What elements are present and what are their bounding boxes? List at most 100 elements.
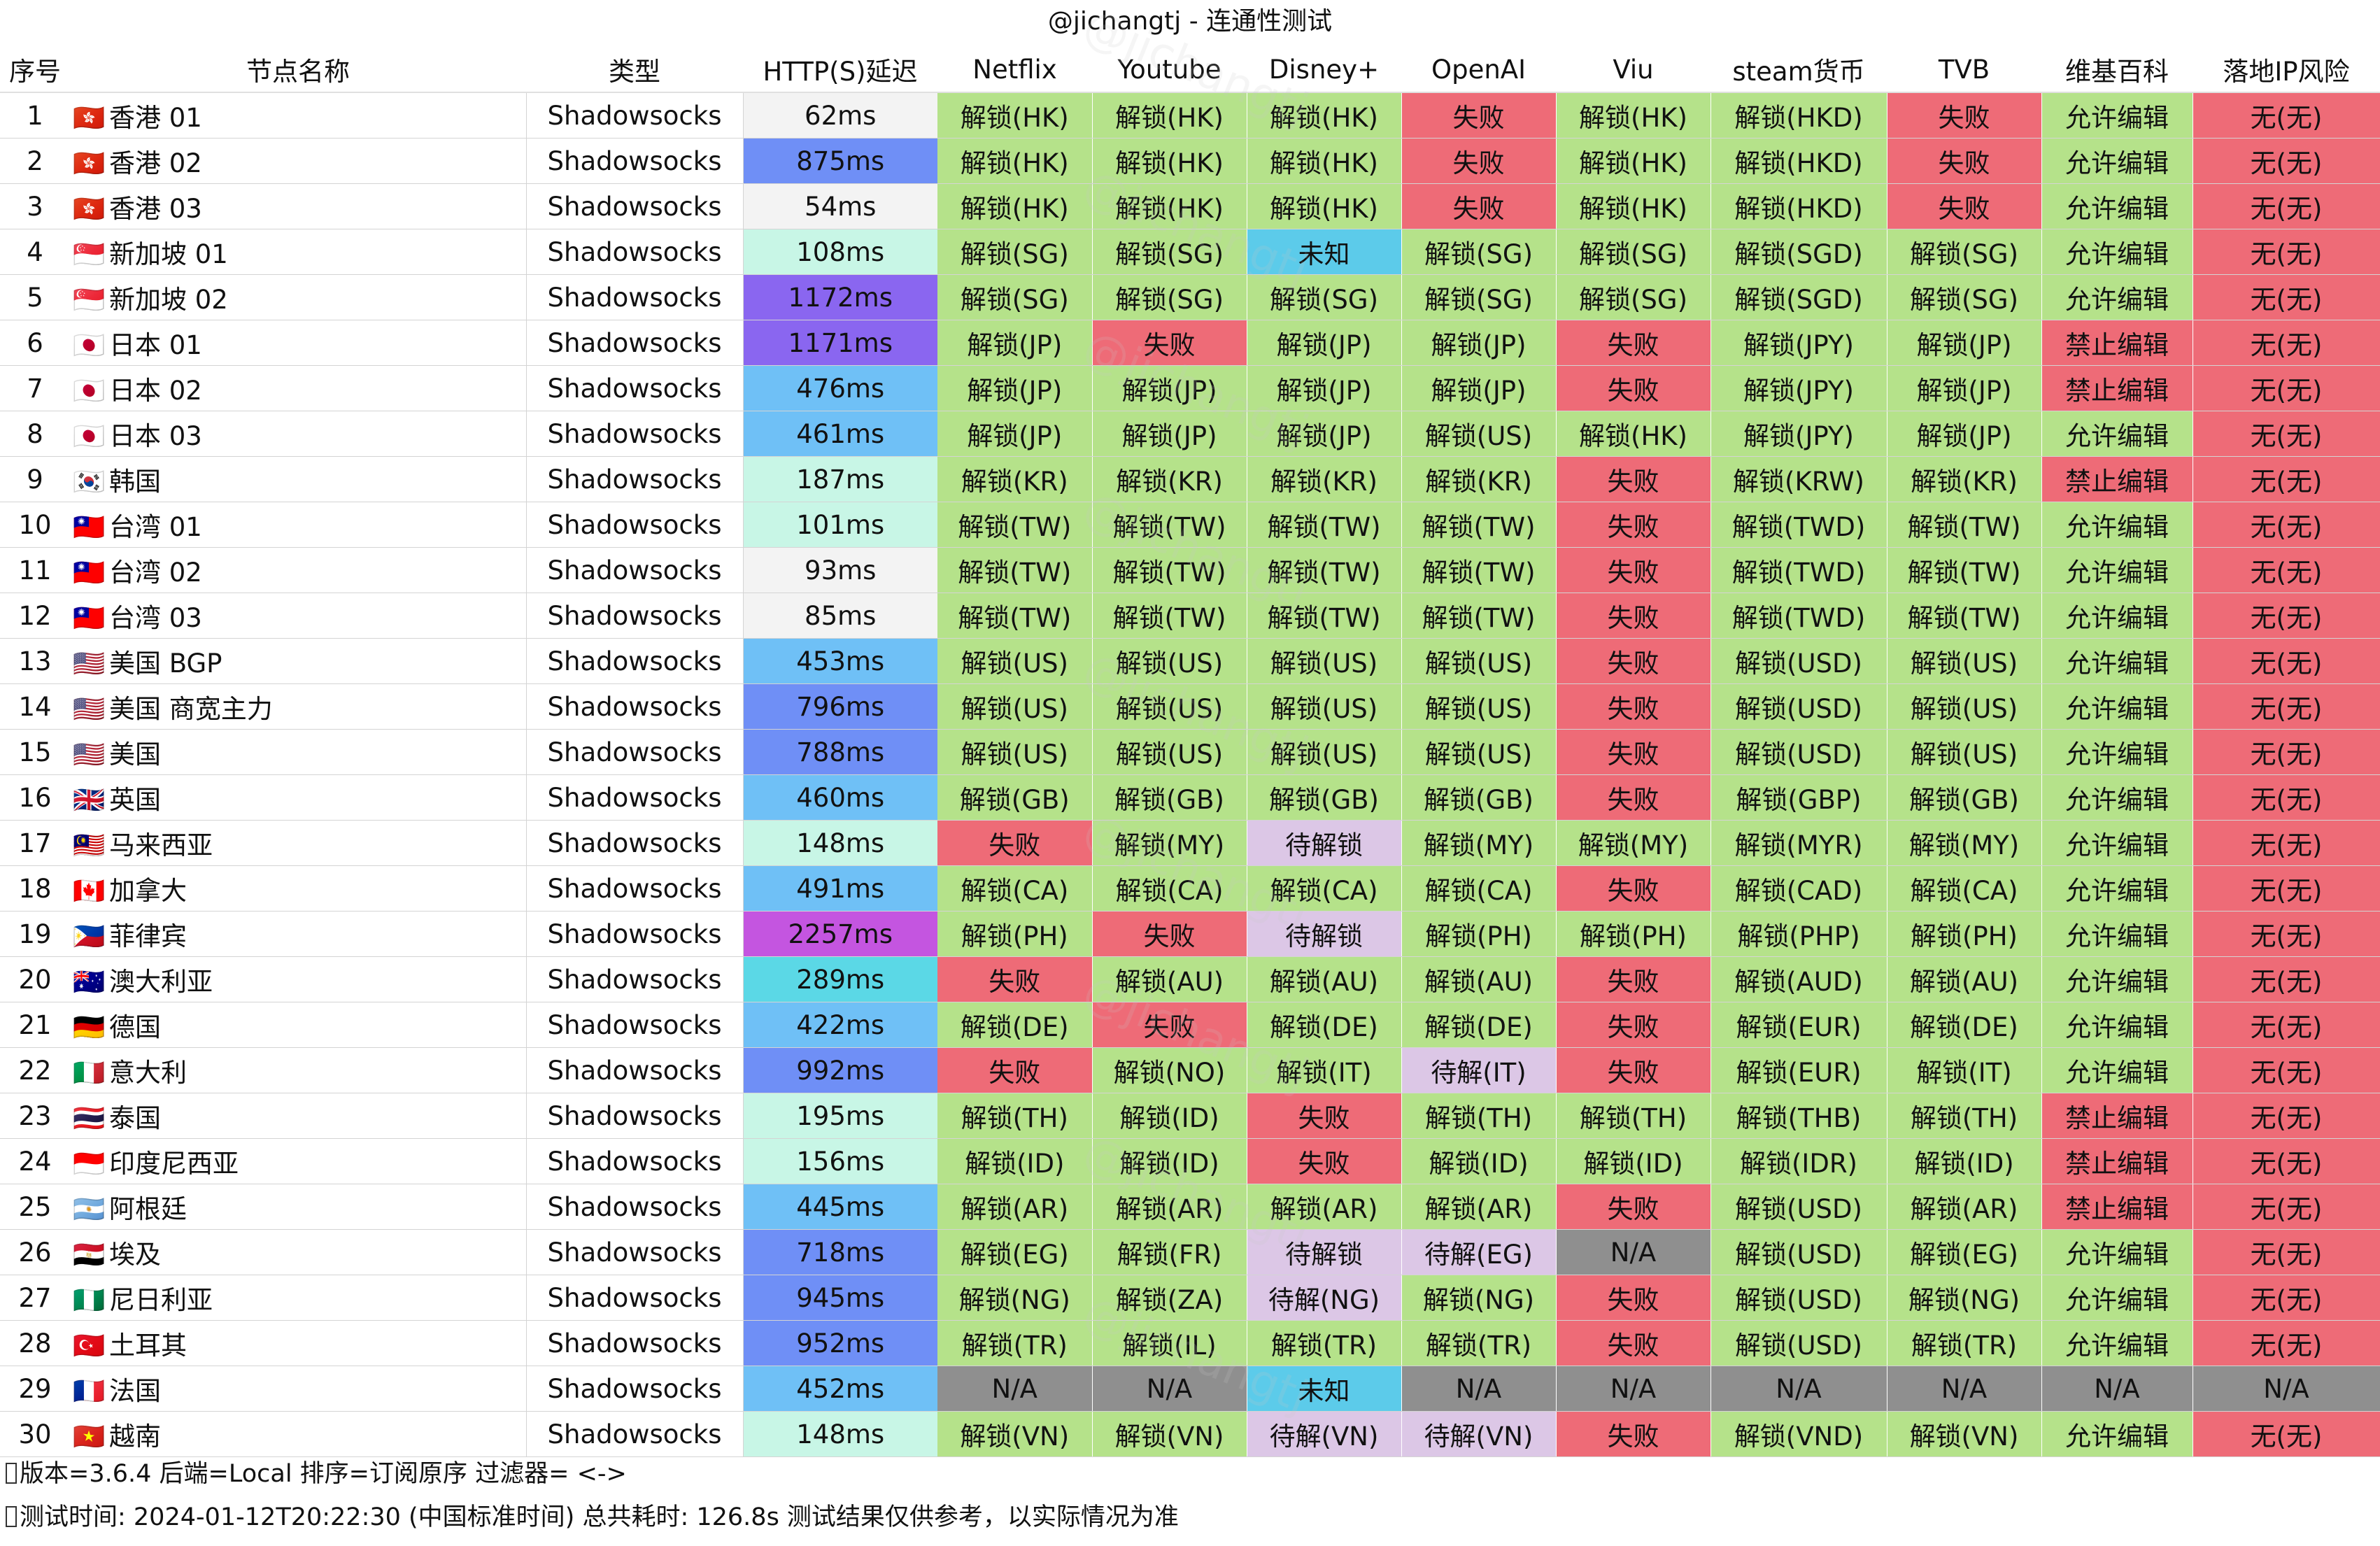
header-openai[interactable]: OpenAI [1401,47,1556,93]
row-seq: 16 [0,774,70,821]
header-steam-currency[interactable]: steam货币 [1710,47,1887,93]
row-node-name: 🇺🇸 美国 商宽主力 [70,683,527,730]
cell-netflix: 解锁(CA) [937,865,1093,912]
node-name-text: 日本 03 [109,421,202,451]
cell-viu: 失败 [1556,320,1711,366]
cell-tvb: 失败 [1887,183,2042,229]
cell-youtube: 解锁(JP) [1092,411,1247,457]
row-type: Shadowsocks [526,683,744,730]
table-row[interactable]: 3 🇭🇰 香港 03 Shadowsocks 54ms 解锁(HK) 解锁(HK) 解锁(HK… [0,183,2380,229]
cell-ip-risk: 无(无) [2193,1275,2380,1321]
cell-disney: 解锁(JP) [1247,411,1402,457]
table-row[interactable]: 29 🇫🇷 法国 Shadowsocks 452ms N/A N/A 未知 N/A N/A N/A N… [0,1366,2380,1412]
row-latency: 1171ms [743,320,937,366]
cell-disney: 待解锁 [1247,1229,1402,1275]
cell-steam-currency: N/A [1710,1366,1887,1412]
cell-tvb: 失败 [1887,138,2042,184]
header-latency[interactable]: HTTP(S)延迟 [743,47,937,93]
cell-netflix: 解锁(TW) [937,502,1093,548]
row-seq: 18 [0,865,70,912]
table-row[interactable]: 30 🇻🇳 越南 Shadowsocks 148ms 解锁(VN) 解锁(VN) 待解(VN)… [0,1411,2380,1457]
row-latency: 491ms [743,865,937,912]
row-node-name: 🇹🇼 台湾 03 [70,593,527,639]
cell-openai: 待解(IT) [1401,1047,1557,1093]
cell-viu: 解锁(MY) [1556,820,1711,866]
table-row[interactable]: 7 🇯🇵 日本 02 Shadowsocks 476ms 解锁(JP) 解锁(JP) 解锁(J… [0,365,2380,411]
cell-youtube: 解锁(AR) [1092,1184,1247,1230]
cell-tvb: 解锁(US) [1887,729,2042,775]
placeholder-glyph-icon [6,1463,17,1484]
cell-youtube: 解锁(NO) [1092,1047,1247,1093]
row-node-name: 🇸🇬 新加坡 01 [70,229,527,275]
cell-wikipedia: 允许编辑 [2041,820,2193,866]
cell-wikipedia: 允许编辑 [2041,1047,2193,1093]
table-row[interactable]: 27 🇳🇬 尼日利亚 Shadowsocks 945ms 解锁(NG) 解锁(ZA) 待解(N… [0,1275,2380,1321]
row-node-name: 🇮🇩 印度尼西亚 [70,1138,527,1184]
header-disney[interactable]: Disney+ [1247,47,1401,93]
cell-youtube: 失败 [1092,320,1247,366]
header-viu[interactable]: Viu [1556,47,1710,93]
table-row[interactable]: 2 🇭🇰 香港 02 Shadowsocks 875ms 解锁(HK) 解锁(HK) 解锁(H… [0,138,2380,184]
table-row[interactable]: 24 🇮🇩 印度尼西亚 Shadowsocks 156ms 解锁(ID) 解锁(ID) 失败解… [0,1138,2380,1184]
table-row[interactable]: 1 🇭🇰 香港 01 Shadowsocks 62ms 解锁(HK) 解锁(HK) 解锁(HK… [0,92,2380,139]
row-latency: 445ms [743,1184,937,1230]
table-row[interactable]: 25 🇦🇷 阿根廷 Shadowsocks 445ms 解锁(AR) 解锁(AR) 解锁(AR… [0,1184,2380,1230]
header-seq[interactable]: 序号 [0,47,70,93]
table-row[interactable]: 17 🇲🇾 马来西亚 Shadowsocks 148ms 失败 解锁(MY) 待解锁 解锁(MY… [0,820,2380,866]
cell-disney: 待解(VN) [1247,1411,1402,1457]
node-name-text: 韩国 [109,467,161,497]
row-seq: 19 [0,911,70,957]
header-ip-risk[interactable]: 落地IP风险 [2193,47,2380,93]
flag-icon: 🇲🇾 [73,830,105,860]
cell-disney: 解锁(HK) [1247,138,1402,184]
row-seq: 11 [0,547,70,593]
header-tvb[interactable]: TVB [1887,47,2041,93]
table-row[interactable]: 26 🇪🇬 埃及 Shadowsocks 718ms 解锁(EG) 解锁(FR) 待解锁 待解(… [0,1229,2380,1275]
table-row[interactable]: 22 🇮🇹 意大利 Shadowsocks 992ms 失败 解锁(NO) 解锁(IT) 待解(… [0,1047,2380,1093]
cell-steam-currency: 解锁(EUR) [1710,1047,1887,1093]
table-row[interactable]: 6 🇯🇵 日本 01 Shadowsocks 1171ms 解锁(JP) 失败 解锁(JP) 解… [0,320,2380,366]
table-row[interactable]: 12 🇹🇼 台湾 03 Shadowsocks 85ms 解锁(TW) 解锁(TW) 解锁(T… [0,593,2380,639]
row-node-name: 🇹🇷 土耳其 [70,1320,527,1366]
table-row[interactable]: 21 🇩🇪 德国 Shadowsocks 422ms 解锁(DE) 失败 解锁(DE) 解锁(D… [0,1002,2380,1048]
table-row[interactable]: 16 🇬🇧 英国 Shadowsocks 460ms 解锁(GB) 解锁(GB) 解锁(GB)… [0,774,2380,821]
cell-steam-currency: 解锁(AUD) [1710,956,1887,1002]
table-row[interactable]: 11 🇹🇼 台湾 02 Shadowsocks 93ms 解锁(TW) 解锁(TW) 解锁(T… [0,547,2380,593]
cell-youtube: 解锁(CA) [1092,865,1247,912]
table-row[interactable]: 18 🇨🇦 加拿大 Shadowsocks 491ms 解锁(CA) 解锁(CA) 解锁(CA… [0,865,2380,912]
table-row[interactable]: 8 🇯🇵 日本 03 Shadowsocks 461ms 解锁(JP) 解锁(JP) 解锁(J… [0,411,2380,457]
cell-steam-currency: 解锁(USD) [1710,1320,1887,1366]
table-row[interactable]: 10 🇹🇼 台湾 01 Shadowsocks 101ms 解锁(TW) 解锁(TW) 解锁(… [0,502,2380,548]
table-row[interactable]: 5 🇸🇬 新加坡 02 Shadowsocks 1172ms 解锁(SG) 解锁(SG) 解锁… [0,274,2380,320]
node-name-text: 土耳其 [109,1331,187,1361]
row-seq: 30 [0,1411,70,1457]
node-name-text: 美国 商宽主力 [109,694,273,724]
header-netflix[interactable]: Netflix [937,47,1092,93]
table-row[interactable]: 20 🇦🇺 澳大利亚 Shadowsocks 289ms 失败 解锁(AU) 解锁(AU) 解锁… [0,956,2380,1002]
table-row[interactable]: 13 🇺🇸 美国 BGP Shadowsocks 453ms 解锁(US) 解锁(US) 解锁… [0,638,2380,684]
table-row[interactable]: 4 🇸🇬 新加坡 01 Shadowsocks 108ms 解锁(SG) 解锁(SG) 未知解… [0,229,2380,275]
row-seq: 3 [0,183,70,229]
row-latency: 195ms [743,1093,937,1139]
cell-ip-risk: 无(无) [2193,729,2380,775]
header-type[interactable]: 类型 [526,47,743,93]
table-row[interactable]: 19 🇵🇭 菲律宾 Shadowsocks 2257ms 解锁(PH) 失败 待解锁 解锁(PH… [0,911,2380,957]
table-row[interactable]: 14 🇺🇸 美国 商宽主力 Shadowsocks 796ms 解锁(US) 解锁(US) 解… [0,683,2380,730]
header-youtube[interactable]: Youtube [1092,47,1247,93]
table-row[interactable]: 9 🇰🇷 韩国 Shadowsocks 187ms 解锁(KR) 解锁(KR) 解锁(KR) 解… [0,456,2380,502]
row-seq: 21 [0,1002,70,1048]
header-wikipedia[interactable]: 维基百科 [2041,47,2193,93]
row-latency: 875ms [743,138,937,184]
row-latency: 796ms [743,683,937,730]
cell-steam-currency: 解锁(EUR) [1710,1002,1887,1048]
row-latency: 156ms [743,1138,937,1184]
node-name-text: 台湾 02 [109,558,202,588]
table-row[interactable]: 15 🇺🇸 美国 Shadowsocks 788ms 解锁(US) 解锁(US) 解锁(US)… [0,729,2380,775]
table-row[interactable]: 23 🇹🇭 泰国 Shadowsocks 195ms 解锁(TH) 解锁(ID) 失败 解锁(T… [0,1093,2380,1139]
flag-icon: 🇹🇼 [73,512,105,542]
cell-youtube: 解锁(US) [1092,729,1247,775]
table-row[interactable]: 28 🇹🇷 土耳其 Shadowsocks 952ms 解锁(TR) 解锁(IL) 解锁(TR… [0,1320,2380,1366]
header-node-name[interactable]: 节点名称 [70,47,526,93]
cell-ip-risk: 无(无) [2193,1047,2380,1093]
node-name-text: 菲律宾 [109,921,187,951]
